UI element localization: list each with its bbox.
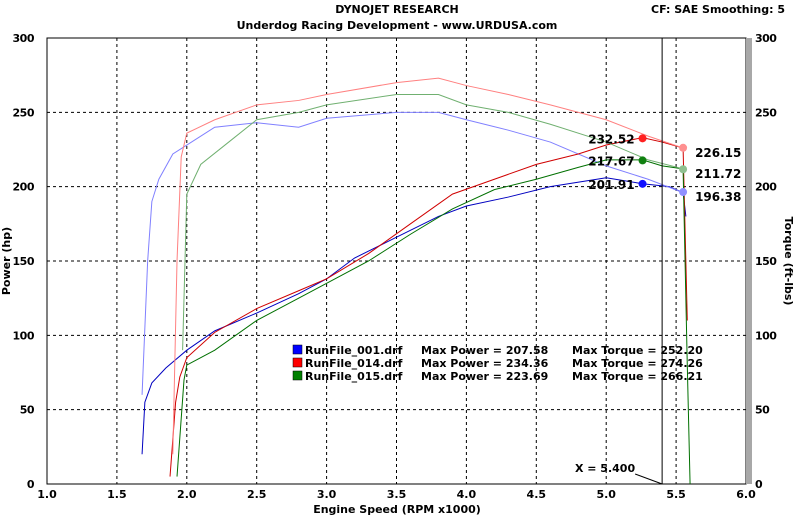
legend-file: RunFile_001.drf: [305, 344, 403, 357]
y2-tick-label: 300: [755, 32, 777, 45]
series-line: [141, 111, 684, 395]
legend-power: Max Power = 223.69: [421, 370, 548, 383]
chart-subtitle: Underdog Racing Development - www.URDUSA…: [237, 19, 558, 32]
settings-label: CF: SAE Smoothing: 5: [651, 3, 785, 16]
y2-axis-title: Torque (ft-lbs): [782, 217, 795, 306]
y-tick-label: 150: [13, 255, 35, 268]
y2-tick-label: 0: [755, 478, 763, 491]
marker-dot: [638, 179, 647, 188]
x-tick-label: 5.5: [666, 488, 686, 501]
y-tick-label: 200: [13, 181, 35, 194]
x-tick-label: 5.0: [596, 488, 616, 501]
x-tick-label: 4.5: [527, 488, 547, 501]
chart-title: DYNOJET RESEARCH: [335, 3, 458, 16]
marker-label: 217.67: [588, 154, 634, 168]
x-axis-title: Engine Speed (RPM x1000): [313, 503, 481, 516]
marker-dot: [679, 188, 688, 197]
marker-label: 232.52: [588, 132, 634, 146]
marker-label: 201.91: [588, 178, 634, 192]
series-line: [141, 177, 687, 455]
legend-swatch: [292, 344, 303, 355]
marker-label: 226.15: [695, 146, 741, 160]
right-axis-bar: [746, 38, 752, 484]
legend-power: Max Power = 207.58: [421, 344, 548, 357]
y2-tick-label: 250: [755, 106, 777, 119]
marker-dot: [679, 165, 688, 174]
legend-swatch: [292, 357, 303, 368]
legend-file: RunFile_015.drf: [305, 370, 403, 383]
x-tick-label: 2.0: [177, 488, 197, 501]
legend-file: RunFile_014.drf: [305, 357, 403, 370]
x-tick-label: 3.0: [317, 488, 337, 501]
y-tick-label: 250: [13, 106, 35, 119]
x-tick-label: 1.0: [37, 488, 57, 501]
cursor-leader: [634, 473, 663, 485]
y-tick-label: 300: [13, 32, 35, 45]
y2-tick-label: 200: [755, 181, 777, 194]
x-tick-label: 3.5: [387, 488, 407, 501]
legend-torque: Max Torque = 274.26: [572, 357, 703, 370]
x-tick-label: 4.0: [457, 488, 477, 501]
x-tick-label: 2.5: [247, 488, 267, 501]
legend-torque: Max Torque = 266.21: [572, 370, 703, 383]
x-tick-label: 1.5: [107, 488, 127, 501]
y-tick-label: 100: [13, 329, 35, 342]
legend-swatch: [292, 370, 303, 381]
ticks: 1.0 1.5 2.0 2.5 3.0 3.5 4.0 4.5 5.0 5.5 6.00 050 501…: [13, 32, 778, 501]
y-axis-title: Power (hp): [0, 227, 13, 295]
series-line: [172, 77, 684, 455]
marker-dot: [638, 134, 647, 143]
marker-dot: [638, 156, 647, 165]
y-tick-label: 50: [20, 404, 35, 417]
marker-dot: [679, 143, 688, 152]
cursor-label: X = 5.400: [575, 462, 635, 475]
y2-tick-label: 100: [755, 329, 777, 342]
grid: [47, 38, 746, 484]
markers: 232.52 217.67 201.91 226.15 211.72 196.38: [588, 132, 741, 204]
marker-label: 196.38: [695, 190, 741, 204]
legend-power: Max Power = 234.36: [421, 357, 549, 370]
y-tick-label: 0: [27, 478, 35, 491]
x-tick-label: 6.0: [736, 488, 756, 501]
legend: RunFile_001.drf Max Power = 207.58 Max Tor…: [292, 344, 703, 383]
series-line: [176, 159, 691, 485]
y2-tick-label: 50: [755, 404, 770, 417]
y2-tick-label: 150: [755, 255, 777, 268]
marker-label: 211.72: [695, 167, 741, 181]
legend-torque: Max Torque = 252.20: [572, 344, 703, 357]
series-line: [182, 93, 684, 351]
